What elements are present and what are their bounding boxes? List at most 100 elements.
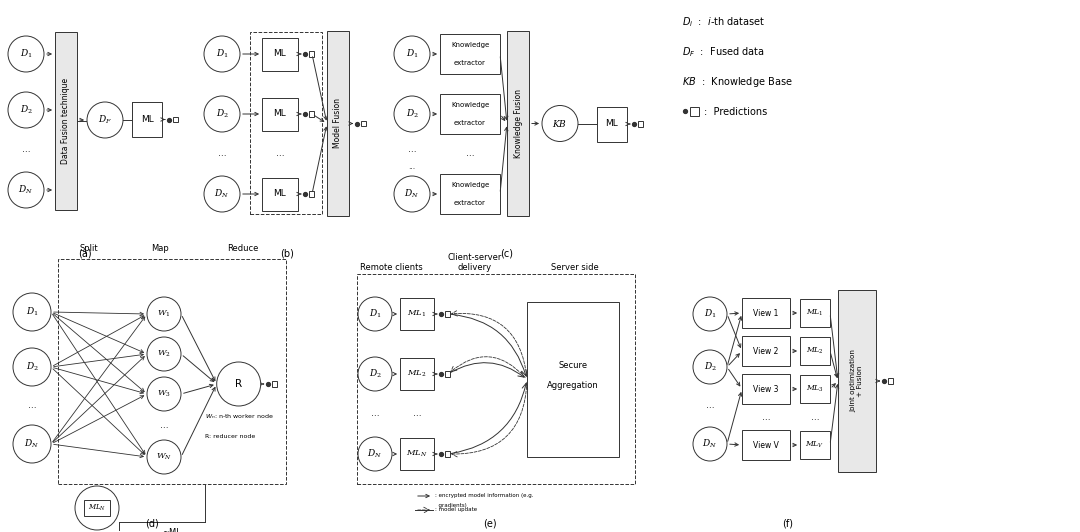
Bar: [445, 371, 450, 377]
Text: $D_2$: $D_2$: [368, 368, 381, 380]
Circle shape: [8, 92, 44, 128]
Text: Server side: Server side: [551, 263, 599, 272]
Text: $ML_1$: $ML_1$: [407, 309, 427, 319]
Text: Remote clients: Remote clients: [360, 263, 422, 272]
Text: ML: ML: [273, 189, 286, 198]
Circle shape: [394, 176, 430, 212]
Text: Knowledge Fusion: Knowledge Fusion: [513, 89, 523, 158]
Text: $W_3$: $W_3$: [157, 389, 171, 399]
FancyBboxPatch shape: [440, 174, 500, 214]
FancyBboxPatch shape: [262, 37, 298, 71]
Text: ...: ...: [28, 401, 37, 410]
FancyBboxPatch shape: [357, 274, 635, 484]
Text: $D_N$: $D_N$: [367, 448, 382, 460]
FancyBboxPatch shape: [800, 431, 831, 459]
Bar: [690, 107, 699, 116]
FancyBboxPatch shape: [249, 32, 322, 214]
Text: (a): (a): [78, 249, 92, 259]
Text: ...: ...: [465, 149, 474, 159]
Text: extractor: extractor: [454, 120, 486, 126]
Text: ...: ...: [407, 145, 416, 154]
Bar: [888, 378, 893, 384]
Text: View 3: View 3: [753, 385, 779, 394]
Circle shape: [13, 293, 51, 331]
Circle shape: [147, 440, 181, 474]
FancyBboxPatch shape: [742, 430, 789, 460]
Bar: [309, 111, 314, 117]
FancyBboxPatch shape: [838, 290, 876, 472]
FancyBboxPatch shape: [400, 298, 434, 330]
Text: $D_2$: $D_2$: [216, 108, 229, 120]
Text: ML: ML: [273, 110, 286, 119]
Text: $ML_N$: $ML_N$: [87, 503, 106, 513]
Text: ...: ...: [811, 412, 820, 421]
Circle shape: [147, 297, 181, 331]
Bar: [309, 191, 314, 197]
FancyBboxPatch shape: [800, 375, 831, 403]
Text: (d): (d): [145, 519, 159, 529]
FancyBboxPatch shape: [132, 102, 162, 137]
FancyBboxPatch shape: [262, 178, 298, 211]
Bar: [638, 121, 644, 127]
Bar: [445, 451, 450, 457]
FancyBboxPatch shape: [440, 94, 500, 134]
Text: ...: ...: [160, 421, 168, 430]
Circle shape: [394, 36, 430, 72]
Text: Split: Split: [80, 244, 98, 253]
Text: ...: ...: [22, 145, 30, 154]
FancyBboxPatch shape: [742, 298, 789, 328]
Text: : model update: : model update: [435, 508, 477, 512]
Circle shape: [8, 172, 44, 208]
Circle shape: [147, 337, 181, 371]
Bar: [309, 51, 314, 57]
Text: $W_2$: $W_2$: [157, 349, 171, 359]
Text: $ML_2$: $ML_2$: [806, 346, 824, 356]
Text: Secure: Secure: [558, 361, 588, 370]
Bar: [173, 117, 178, 122]
FancyBboxPatch shape: [400, 438, 434, 470]
Text: $D_2$: $D_2$: [19, 104, 32, 117]
Text: Knowledge: Knowledge: [450, 182, 489, 188]
Text: $KB$: $KB$: [553, 118, 568, 129]
Text: $D_1$: $D_1$: [216, 48, 228, 60]
Circle shape: [357, 297, 392, 331]
Text: $D_N$: $D_N$: [404, 188, 419, 200]
Text: ...: ...: [370, 410, 379, 419]
Circle shape: [542, 105, 578, 142]
Circle shape: [217, 362, 260, 406]
Text: View 1: View 1: [754, 309, 779, 318]
Text: $ML_3$: $ML_3$: [806, 384, 824, 394]
Text: Data Fusion technique: Data Fusion technique: [62, 78, 70, 164]
Circle shape: [87, 102, 123, 138]
FancyBboxPatch shape: [800, 337, 831, 365]
FancyBboxPatch shape: [400, 358, 434, 390]
Text: : encrypted model information (e.g.: : encrypted model information (e.g.: [435, 494, 534, 498]
Text: $D_F$: $D_F$: [98, 114, 112, 126]
Text: $D_N$: $D_N$: [25, 438, 40, 450]
Text: ...: ...: [761, 412, 770, 421]
Text: $ML_N$: $ML_N$: [406, 449, 428, 459]
Circle shape: [8, 36, 44, 72]
Text: (c): (c): [500, 249, 513, 259]
Text: $ML_2$: $ML_2$: [407, 369, 427, 379]
Text: extractor: extractor: [454, 60, 486, 66]
Bar: [445, 311, 450, 317]
Text: $D_1$: $D_1$: [406, 48, 418, 60]
Text: Model Fusion: Model Fusion: [334, 98, 342, 148]
Text: $D_i$  :  $i$-th dataset: $D_i$ : $i$-th dataset: [681, 15, 766, 29]
Text: View 2: View 2: [754, 346, 779, 355]
Circle shape: [13, 348, 51, 386]
Text: gradients): gradients): [435, 503, 467, 509]
Text: $D_1$: $D_1$: [368, 307, 381, 320]
Circle shape: [693, 297, 727, 331]
Circle shape: [357, 437, 392, 471]
Text: $KB$  :  Knowledge Base: $KB$ : Knowledge Base: [681, 75, 793, 89]
Bar: [361, 121, 366, 126]
Text: $W_N$: $W_N$: [156, 452, 172, 462]
Text: $D_F$  :  Fused data: $D_F$ : Fused data: [681, 45, 765, 59]
FancyBboxPatch shape: [597, 106, 627, 142]
Text: ML: ML: [606, 120, 619, 129]
Text: (e): (e): [483, 519, 497, 529]
Text: View V: View V: [753, 440, 779, 450]
Text: $D_N$: $D_N$: [215, 188, 230, 200]
